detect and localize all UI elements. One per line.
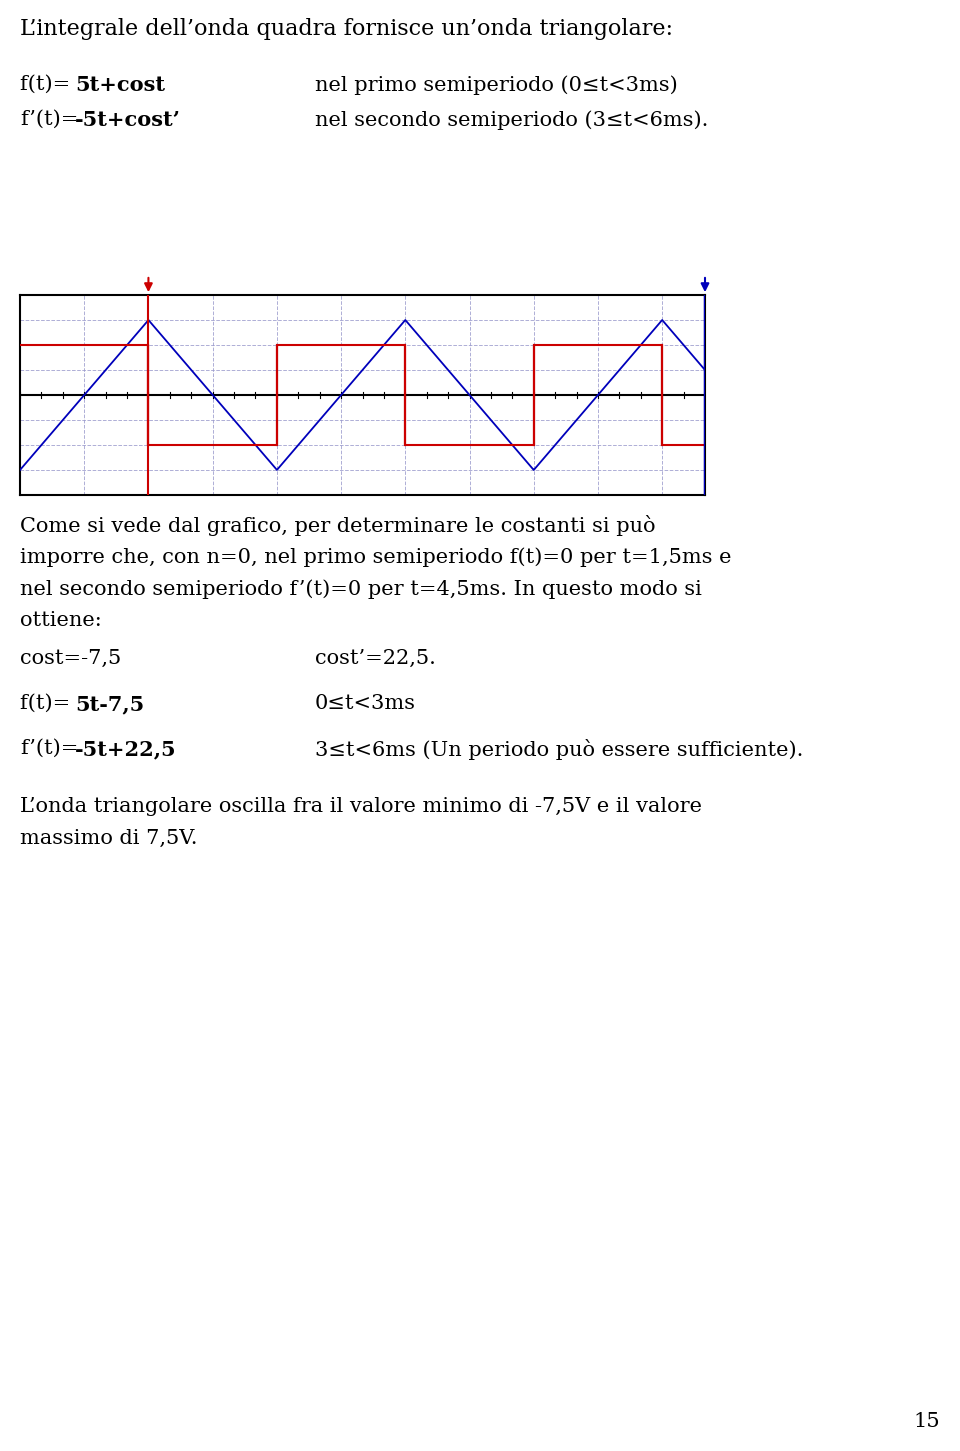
Text: 3≤t<6ms (Un periodo può essere sufficiente).: 3≤t<6ms (Un periodo può essere sufficien… <box>315 739 804 760</box>
Text: cost’=22,5.: cost’=22,5. <box>315 650 436 669</box>
Text: L’onda triangolare oscilla fra il valore minimo di -7,5V e il valore: L’onda triangolare oscilla fra il valore… <box>20 797 702 815</box>
Text: 0≤t<3ms: 0≤t<3ms <box>315 694 416 714</box>
Text: Come si vede dal grafico, per determinare le costanti si può: Come si vede dal grafico, per determinar… <box>20 515 656 535</box>
Text: imporre che, con n=0, nel primo semiperiodo f(t)=0 per t=1,5ms e: imporre che, con n=0, nel primo semiperi… <box>20 547 732 567</box>
Text: cost=-7,5: cost=-7,5 <box>20 650 121 669</box>
Text: 5t+cost: 5t+cost <box>75 75 165 94</box>
Text: massimo di 7,5V.: massimo di 7,5V. <box>20 829 198 847</box>
Text: f(t)=: f(t)= <box>20 75 77 94</box>
Text: L’integrale dell’onda quadra fornisce un’onda triangolare:: L’integrale dell’onda quadra fornisce un… <box>20 17 673 41</box>
Text: f’(t)=: f’(t)= <box>20 739 79 757</box>
Text: ottiene:: ottiene: <box>20 611 102 630</box>
Text: 15: 15 <box>913 1412 940 1431</box>
Text: nel secondo semiperiodo (3≤t<6ms).: nel secondo semiperiodo (3≤t<6ms). <box>315 110 708 129</box>
Text: f’(t)=: f’(t)= <box>20 110 79 129</box>
Text: -5t+22,5: -5t+22,5 <box>75 739 177 759</box>
Text: nel primo semiperiodo (0≤t<3ms): nel primo semiperiodo (0≤t<3ms) <box>315 75 678 94</box>
Text: 5t-7,5: 5t-7,5 <box>75 694 144 714</box>
Text: -5t+cost’: -5t+cost’ <box>75 110 181 131</box>
Text: nel secondo semiperiodo f’(t)=0 per t=4,5ms. In questo modo si: nel secondo semiperiodo f’(t)=0 per t=4,… <box>20 579 702 599</box>
Text: f(t)=: f(t)= <box>20 694 77 714</box>
